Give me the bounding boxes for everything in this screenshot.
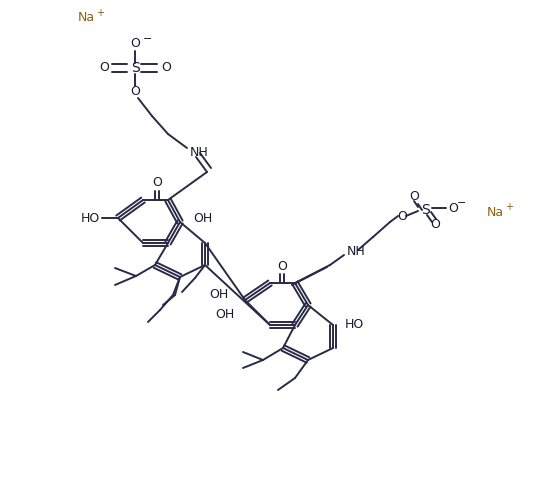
Text: Na: Na (487, 206, 504, 218)
Text: HO: HO (81, 211, 100, 224)
Text: O: O (448, 202, 458, 214)
Text: OH: OH (214, 308, 234, 322)
Text: O: O (99, 61, 109, 75)
Text: O: O (409, 191, 419, 204)
Text: O: O (130, 85, 140, 98)
Text: NH: NH (190, 146, 209, 159)
Text: S: S (421, 203, 430, 217)
Text: −: − (457, 198, 466, 208)
Text: −: − (143, 34, 153, 44)
Text: Na: Na (78, 11, 95, 25)
Text: O: O (130, 38, 140, 50)
Text: +: + (96, 8, 104, 18)
Text: O: O (430, 218, 440, 232)
Text: OH: OH (193, 211, 212, 224)
Text: O: O (277, 259, 287, 273)
Text: O: O (161, 61, 171, 75)
Text: O: O (152, 176, 162, 190)
Text: +: + (505, 202, 513, 212)
Text: NH: NH (347, 246, 366, 258)
Text: S: S (131, 61, 140, 75)
Text: HO: HO (345, 319, 364, 331)
Text: OH: OH (209, 288, 228, 301)
Text: O: O (397, 209, 407, 222)
